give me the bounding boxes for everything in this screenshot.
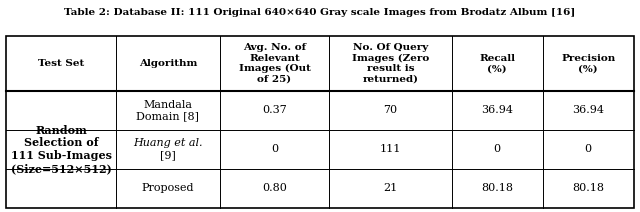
Text: [9]: [9] xyxy=(160,150,176,160)
Text: Domain [8]: Domain [8] xyxy=(136,111,200,121)
Text: Table 2: Database II: 111 Original 640×640 Gray scale Images from Brodatz Album : Table 2: Database II: 111 Original 640×6… xyxy=(65,8,575,17)
Text: No. Of Query
Images (Zero
result is
returned): No. Of Query Images (Zero result is retu… xyxy=(352,43,429,84)
Text: Proposed: Proposed xyxy=(141,183,194,193)
Text: 0: 0 xyxy=(493,144,500,154)
Text: Test Set: Test Set xyxy=(38,59,84,68)
Text: 70: 70 xyxy=(383,105,397,116)
Text: 0: 0 xyxy=(271,144,278,154)
Text: 80.18: 80.18 xyxy=(572,183,604,193)
Text: 111: 111 xyxy=(380,144,401,154)
Text: Avg. No. of
Relevant
Images (Out
of 25): Avg. No. of Relevant Images (Out of 25) xyxy=(239,43,310,84)
Text: Random
Selection of
111 Sub-Images
(Size=512×512): Random Selection of 111 Sub-Images (Size… xyxy=(11,125,112,174)
Text: 36.94: 36.94 xyxy=(481,105,513,116)
Text: 0.80: 0.80 xyxy=(262,183,287,193)
Text: 36.94: 36.94 xyxy=(572,105,604,116)
Text: Algorithm: Algorithm xyxy=(139,59,197,68)
Text: 0: 0 xyxy=(584,144,592,154)
Text: Mandala: Mandala xyxy=(143,99,193,110)
Text: Precision
(%): Precision (%) xyxy=(561,54,615,73)
Text: Huang et al.: Huang et al. xyxy=(133,138,203,148)
Text: 21: 21 xyxy=(383,183,397,193)
Text: 0.37: 0.37 xyxy=(262,105,287,116)
Text: 80.18: 80.18 xyxy=(481,183,513,193)
Text: Recall
(%): Recall (%) xyxy=(479,54,515,73)
